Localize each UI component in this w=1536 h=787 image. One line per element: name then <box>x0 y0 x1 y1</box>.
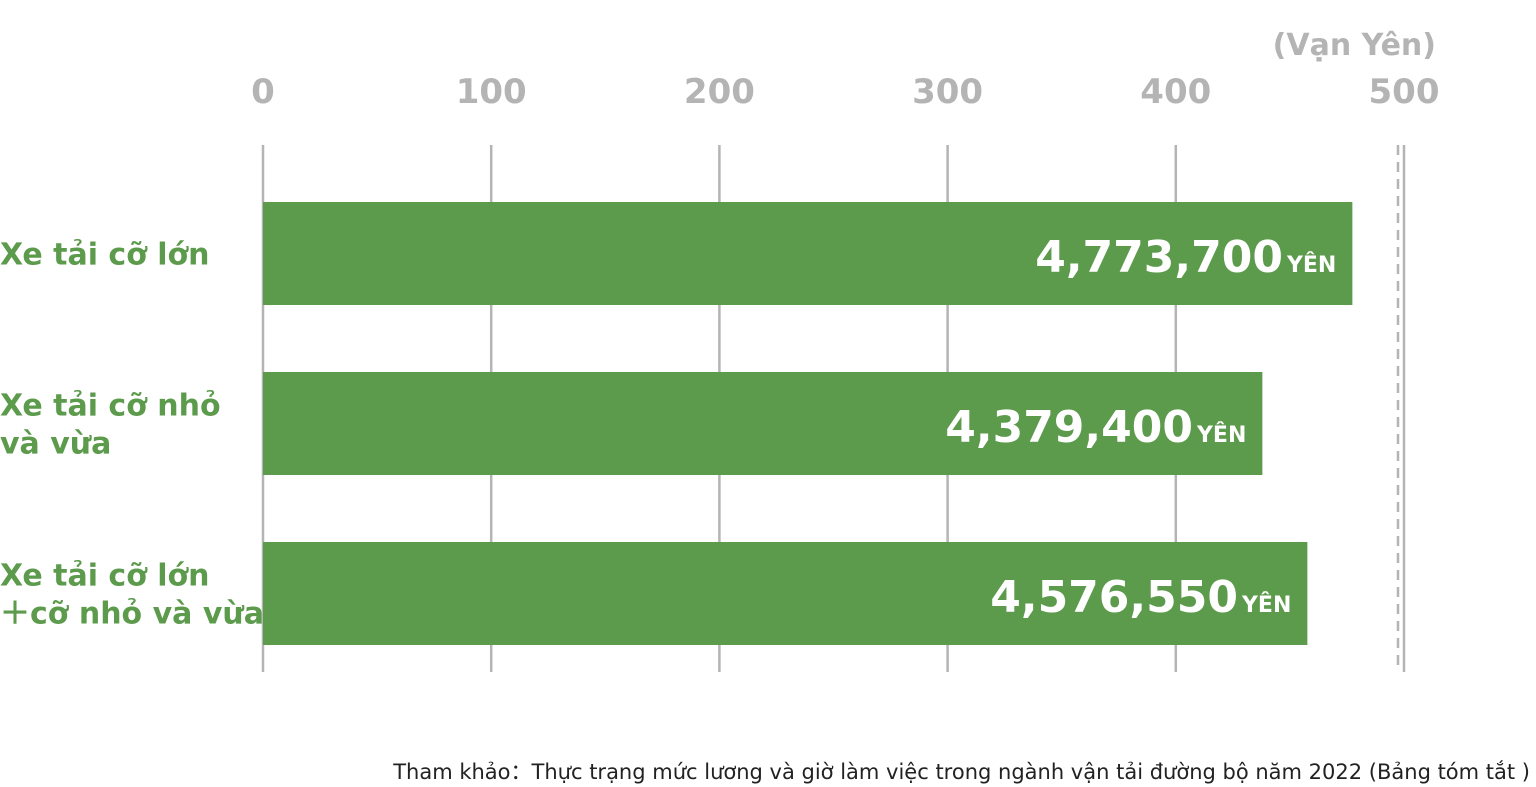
bar-2 <box>263 372 1263 475</box>
x-axis-ticks: 0 100 200 300 400 500 <box>251 72 1439 112</box>
bar-value-suffix-1: YÊN <box>1286 252 1336 278</box>
x-tick-label-100: 100 <box>456 72 527 112</box>
unit-label: (Vạn Yên) <box>1273 28 1436 63</box>
category-label-3-line-2: ＋cỡ nhỏ và vừa <box>0 597 264 632</box>
x-tick-label-400: 400 <box>1140 72 1211 112</box>
bar-1 <box>263 202 1353 305</box>
bar-value-label-3: 4,576,550 YÊN <box>990 572 1291 623</box>
bar-value-2: 4,379,400 <box>945 402 1193 453</box>
bar-value-label-2: 4,379,400 YÊN <box>945 402 1246 453</box>
category-label-2-line-1: Xe tải cỡ nhỏ <box>0 389 221 424</box>
source-note: Tham khảo：Thực trạng mức lương và giờ là… <box>393 760 1530 784</box>
bar-value-3: 4,576,550 <box>990 572 1238 623</box>
category-label-1-line-1: Xe tải cỡ lớn <box>0 238 210 273</box>
bar-3 <box>263 542 1308 645</box>
category-label-2-line-2: và vừa <box>0 427 111 462</box>
bar-value-label-1: 4,773,700 YÊN <box>1035 232 1336 283</box>
bar-value-suffix-2: YÊN <box>1196 422 1246 448</box>
x-tick-label-200: 200 <box>684 72 755 112</box>
x-tick-label-300: 300 <box>912 72 983 112</box>
bar-value-suffix-3: YÊN <box>1241 592 1291 618</box>
x-tick-label-500: 500 <box>1369 72 1440 112</box>
x-tick-label-0: 0 <box>251 72 275 112</box>
bar-value-1: 4,773,700 <box>1035 232 1283 283</box>
category-label-3-line-1: Xe tải cỡ lớn <box>0 559 210 594</box>
